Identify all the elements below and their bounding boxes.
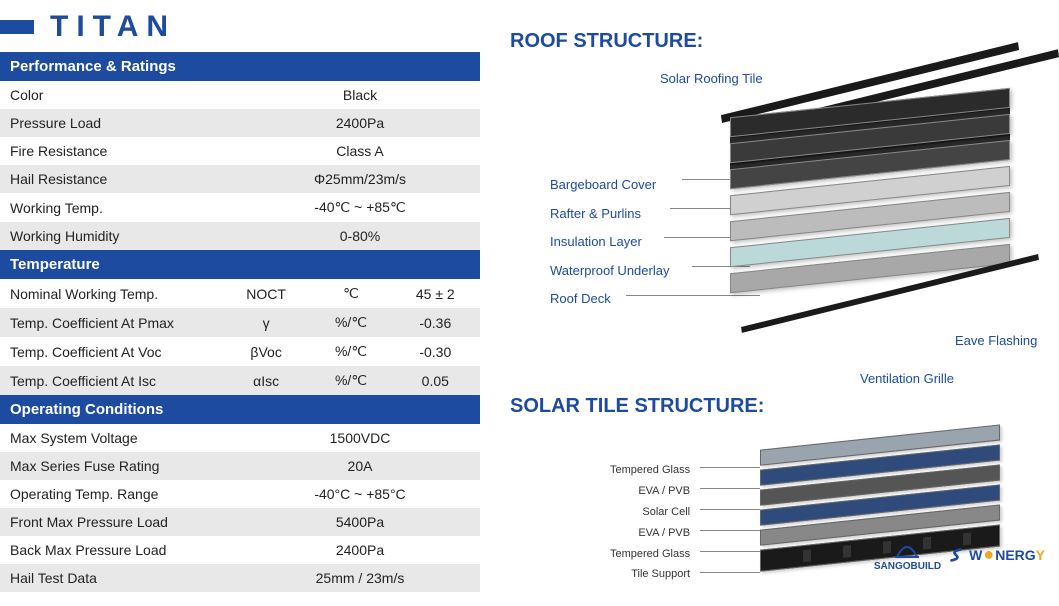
label-insulation: Insulation Layer: [550, 228, 669, 257]
solar-tile-title: SOLAR TILE STRUCTURE:: [510, 395, 1059, 418]
table-row: Temp. Coefficient At IscαIsc%/℃0.05: [0, 366, 480, 395]
label-underlay: Waterproof Underlay: [550, 257, 669, 286]
section-header-temperature: Temperature: [0, 250, 480, 279]
table-row: Hail Test Data25mm / 23m/s: [0, 564, 480, 592]
table-row: Pressure Load2400Pa: [0, 109, 480, 137]
wonergy-w: W: [969, 547, 982, 563]
table-row: ColorBlack: [0, 81, 480, 109]
title-accent: [0, 20, 34, 34]
leader-line: [664, 237, 740, 238]
diagram-panel: ROOF STRUCTURE: Ridge Tile Solar Roofing…: [500, 0, 1059, 606]
roof-layer-labels: Bargeboard Cover Rafter & Purlins Insula…: [550, 171, 669, 314]
roof-diagram: Solar Roofing Tile Eave Flashing Ventila…: [510, 61, 1059, 391]
section-header-operating: Operating Conditions: [0, 395, 480, 424]
table-operating: Max System Voltage1500VDC Max Series Fus…: [0, 424, 480, 592]
table-row: Working Humidity0-80%: [0, 222, 480, 250]
leader-line: [700, 509, 760, 510]
label-tempered-glass-1: Tempered Glass: [610, 460, 690, 481]
table-row: Operating Temp. Range-40°C ~ +85°C: [0, 480, 480, 508]
spec-panel: TITAN Performance & Ratings ColorBlack P…: [0, 0, 480, 592]
brand-logos: SANGOBUILD W●NERGY: [874, 537, 1045, 572]
wonergy-y: Y: [1036, 547, 1045, 563]
table-row: Working Temp.-40℃ ~ +85℃: [0, 193, 480, 222]
leader-line: [700, 572, 760, 573]
leader-line: [700, 551, 760, 552]
table-row: Max Series Fuse Rating20A: [0, 452, 480, 480]
title-bar: TITAN: [0, 0, 480, 52]
roof-structure-title: ROOF STRUCTURE:: [510, 30, 1059, 53]
label-eva-2: EVA / PVB: [610, 523, 690, 544]
leader-line: [700, 530, 760, 531]
leader-line: [700, 467, 760, 468]
label-solar-cell: Solar Cell: [610, 502, 690, 523]
label-bargeboard: Bargeboard Cover: [550, 171, 669, 200]
sangobuild-label: SANGOBUILD: [874, 561, 941, 572]
table-row: Back Max Pressure Load2400Pa: [0, 536, 480, 564]
label-rafter: Rafter & Purlins: [550, 200, 669, 229]
solar-layer-labels: Tempered Glass EVA / PVB Solar Cell EVA …: [610, 460, 690, 585]
sangobuild-logo-icon: SANGOBUILD: [874, 537, 941, 572]
table-row: Hail ResistanceΦ25mm/23m/s: [0, 165, 480, 193]
table-temperature: Nominal Working Temp.NOCT℃45 ± 2 Temp. C…: [0, 279, 480, 395]
label-solar-roofing-tile: Solar Roofing Tile: [660, 71, 763, 86]
wonergy-nerg: NERG: [995, 547, 1035, 563]
table-row: Temp. Coefficient At VocβVoc%/℃-0.30: [0, 337, 480, 366]
solar-exploded-icon: [760, 422, 1020, 449]
solar-tile-diagram: Tempered Glass EVA / PVB Solar Cell EVA …: [510, 426, 1059, 606]
sun-icon: ●: [983, 544, 994, 565]
product-title: TITAN: [50, 10, 176, 44]
table-row: Front Max Pressure Load5400Pa: [0, 508, 480, 536]
wonergy-logo-icon: W●NERGY: [947, 544, 1045, 565]
label-tile-support: Tile Support: [610, 564, 690, 585]
label-ventilation-grille: Ventilation Grille: [860, 371, 954, 386]
table-performance: ColorBlack Pressure Load2400Pa Fire Resi…: [0, 81, 480, 250]
roof-exploded-icon: [730, 85, 1040, 368]
section-header-performance: Performance & Ratings: [0, 52, 480, 81]
label-tempered-glass-2: Tempered Glass: [610, 544, 690, 565]
label-eva-1: EVA / PVB: [610, 481, 690, 502]
table-row: Nominal Working Temp.NOCT℃45 ± 2: [0, 279, 480, 308]
table-row: Max System Voltage1500VDC: [0, 424, 480, 452]
table-row: Temp. Coefficient At Pmaxγ%/℃-0.36: [0, 308, 480, 337]
label-deck: Roof Deck: [550, 285, 669, 314]
table-row: Fire ResistanceClass A: [0, 137, 480, 165]
leader-line: [700, 488, 760, 489]
